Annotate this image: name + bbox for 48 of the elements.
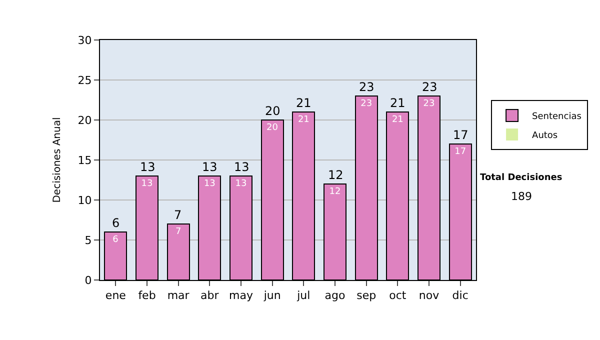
x-tick-label: jul (296, 289, 310, 302)
data-label: 17 (454, 147, 466, 157)
total-label: 6 (112, 216, 120, 230)
total-label: 7 (174, 208, 182, 222)
total-label: 12 (328, 168, 344, 182)
x-tick-label: dic (452, 289, 468, 302)
x-tick-label: oct (389, 289, 407, 302)
x-tick-label: ago (324, 289, 346, 302)
y-tick-label: 20 (78, 114, 92, 127)
total-label: 23 (422, 80, 438, 94)
data-label: 12 (329, 187, 341, 197)
total-label: 13 (234, 160, 250, 174)
data-label: 20 (266, 123, 278, 133)
data-label: 13 (141, 179, 153, 189)
total-label: 20 (265, 104, 280, 118)
x-tick-label: ene (105, 289, 126, 302)
total-label: 21 (390, 96, 406, 110)
y-tick-label: 15 (78, 154, 92, 167)
x-tick-label: sep (356, 289, 376, 302)
legend-label: Sentencias (532, 112, 582, 122)
data-label: 23 (423, 99, 435, 109)
x-tick-label: nov (418, 289, 440, 302)
x-tick-label: jun (262, 289, 281, 302)
x-tick-label: abr (200, 289, 220, 302)
total-label: 21 (296, 96, 312, 110)
y-tick-label: 30 (78, 34, 92, 47)
total-label: 13 (140, 160, 156, 174)
total-label: 23 (359, 80, 374, 94)
data-label: 13 (204, 179, 216, 189)
total-label: 13 (202, 160, 218, 174)
y-tick-label: 5 (84, 234, 92, 247)
x-tick-label: may (229, 289, 254, 302)
y-tick-label: 0 (84, 274, 92, 287)
x-tick-label: feb (138, 289, 156, 302)
text: Total Decisiones (480, 173, 562, 183)
data-label: 7 (175, 227, 182, 237)
y-tick-label: 25 (78, 74, 92, 87)
y-tick-label: 10 (78, 194, 92, 207)
data-label: 21 (298, 115, 310, 125)
y-axis-title: Decisiones Anual (52, 117, 63, 203)
data-label: 13 (235, 179, 247, 189)
total-label: 17 (453, 128, 468, 142)
text: 189 (511, 190, 532, 203)
data-label: 23 (360, 99, 372, 109)
legend-label: Autos (532, 131, 558, 142)
data-label: 21 (392, 115, 404, 125)
data-label: 6 (112, 235, 119, 245)
x-tick-label: mar (167, 289, 190, 302)
